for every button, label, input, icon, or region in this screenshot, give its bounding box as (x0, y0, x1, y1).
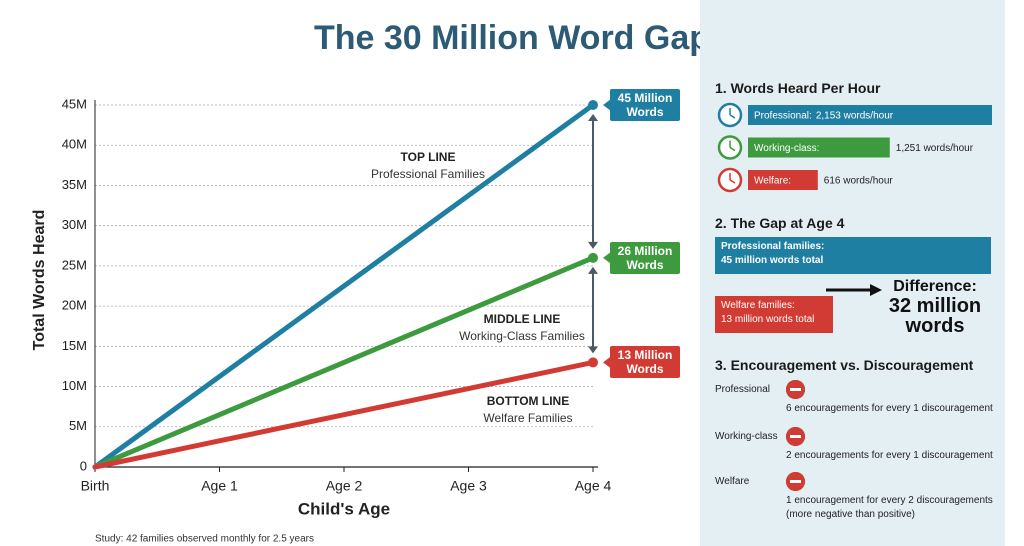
y-tick-label: 15M (62, 338, 87, 353)
title: The 30 Million Word Gap (314, 19, 710, 57)
section-title: 1. Words Heard Per Hour (715, 80, 881, 96)
group-label: Welfare (715, 476, 750, 487)
section-title: 3. Encouragement vs. Discouragement (715, 357, 974, 373)
series-line (92, 359, 596, 470)
y-tick-label: 30M (62, 217, 87, 232)
bar (748, 137, 890, 158)
x-tick-label: Birth (81, 478, 110, 494)
clock-hand (729, 179, 736, 184)
x-tick-label: Age 4 (575, 478, 612, 494)
x-axis-label: Child's Age (298, 499, 390, 518)
line-label: BOTTOM LINE (487, 394, 569, 408)
arrow-head (588, 346, 598, 354)
bar-category: Working-class: (754, 143, 819, 154)
y-tick-label: 45M (62, 96, 87, 111)
series-line (92, 255, 596, 470)
group-label: Professional (715, 384, 771, 395)
bar-chart: Professional: 2,153 words/hour Working-cla… (717, 102, 992, 193)
row-text: 2 encouragements for every 1 discouragem… (786, 450, 993, 461)
gap-label: Professional families: (721, 241, 825, 252)
clock-hand (729, 146, 736, 152)
arrow-head (588, 241, 598, 249)
end-label: 45 Million Words (610, 89, 680, 121)
y-tick-label: 20M (62, 298, 87, 313)
icon-bar (790, 388, 801, 391)
bar (748, 105, 992, 125)
bar-category: Professional: (754, 111, 812, 122)
difference: Difference: 32 million words (880, 278, 990, 336)
section-title: 2. The Gap at Age 4 (715, 215, 845, 231)
gap-box: Welfare families: 13 million words total (715, 296, 833, 333)
group-label: Working-class (715, 431, 778, 442)
end-point (588, 252, 598, 263)
icon-bar (790, 435, 801, 438)
icon-bar (790, 480, 801, 483)
y-tick-label: 10M (62, 378, 87, 393)
difference-label: Difference: (893, 278, 977, 295)
y-tick-label: 35M (62, 177, 87, 192)
series-name: Working-Class Families (459, 329, 585, 343)
bar-category: Welfare: (754, 176, 791, 187)
bar-value-label: 2,153 words/hour (816, 111, 894, 122)
row-text: 1 encouragement for every 2 discourageme… (786, 495, 993, 506)
series-name: Professional Families (371, 167, 485, 181)
label-pointer (603, 251, 611, 264)
y-axis-label: Total Words Heard (31, 210, 48, 351)
minus-icon (786, 380, 805, 399)
x-tick-label: Age 1 (201, 478, 238, 494)
y-tick-label: 25M (62, 257, 87, 272)
clock-hand (729, 114, 736, 119)
difference-text: 32 million words (888, 295, 982, 337)
end-point (588, 357, 598, 368)
gap-text: 45 million words total (721, 255, 824, 266)
bar-value-label: 1,251 words/hour (896, 143, 974, 154)
arrow (826, 284, 882, 296)
y-tick-label: 0 (80, 458, 87, 473)
row-text: 6 encouragements for every 1 discouragem… (786, 403, 993, 414)
end-label: 26 Million Words (610, 241, 680, 274)
x-tick-label: Age 2 (326, 478, 363, 494)
series-line (92, 102, 596, 470)
arrow-head (588, 114, 598, 121)
side-panel: 1. Words Heard Per Hour 2. The Gap at Ag… (700, 0, 1005, 546)
end-point (588, 100, 598, 110)
end-label: 13 Million Words (610, 346, 680, 379)
gap-box: Professional families: 45 million words … (715, 237, 991, 274)
y-tick-label: 5M (69, 418, 87, 433)
gap-text: 13 million words total (721, 314, 815, 325)
bar (748, 170, 818, 190)
minus-icon (786, 427, 805, 446)
series-name: Welfare Families (483, 411, 572, 425)
row-note: (more negative than positive) (786, 509, 915, 520)
footnote: Study: 42 families observed monthly for … (95, 534, 314, 545)
minus-icon (786, 472, 805, 491)
label-pointer (603, 356, 611, 369)
gap-label: Welfare families: (721, 300, 795, 311)
line-label: TOP LINE (401, 150, 456, 164)
line-label: MIDDLE LINE (484, 312, 561, 326)
x-tick-label: Age 3 (450, 478, 487, 494)
bar-value-label: 616 words/hour (824, 176, 894, 187)
y-tick-label: 40M (62, 137, 87, 152)
label-pointer (603, 99, 611, 111)
arrow-head (588, 266, 598, 274)
